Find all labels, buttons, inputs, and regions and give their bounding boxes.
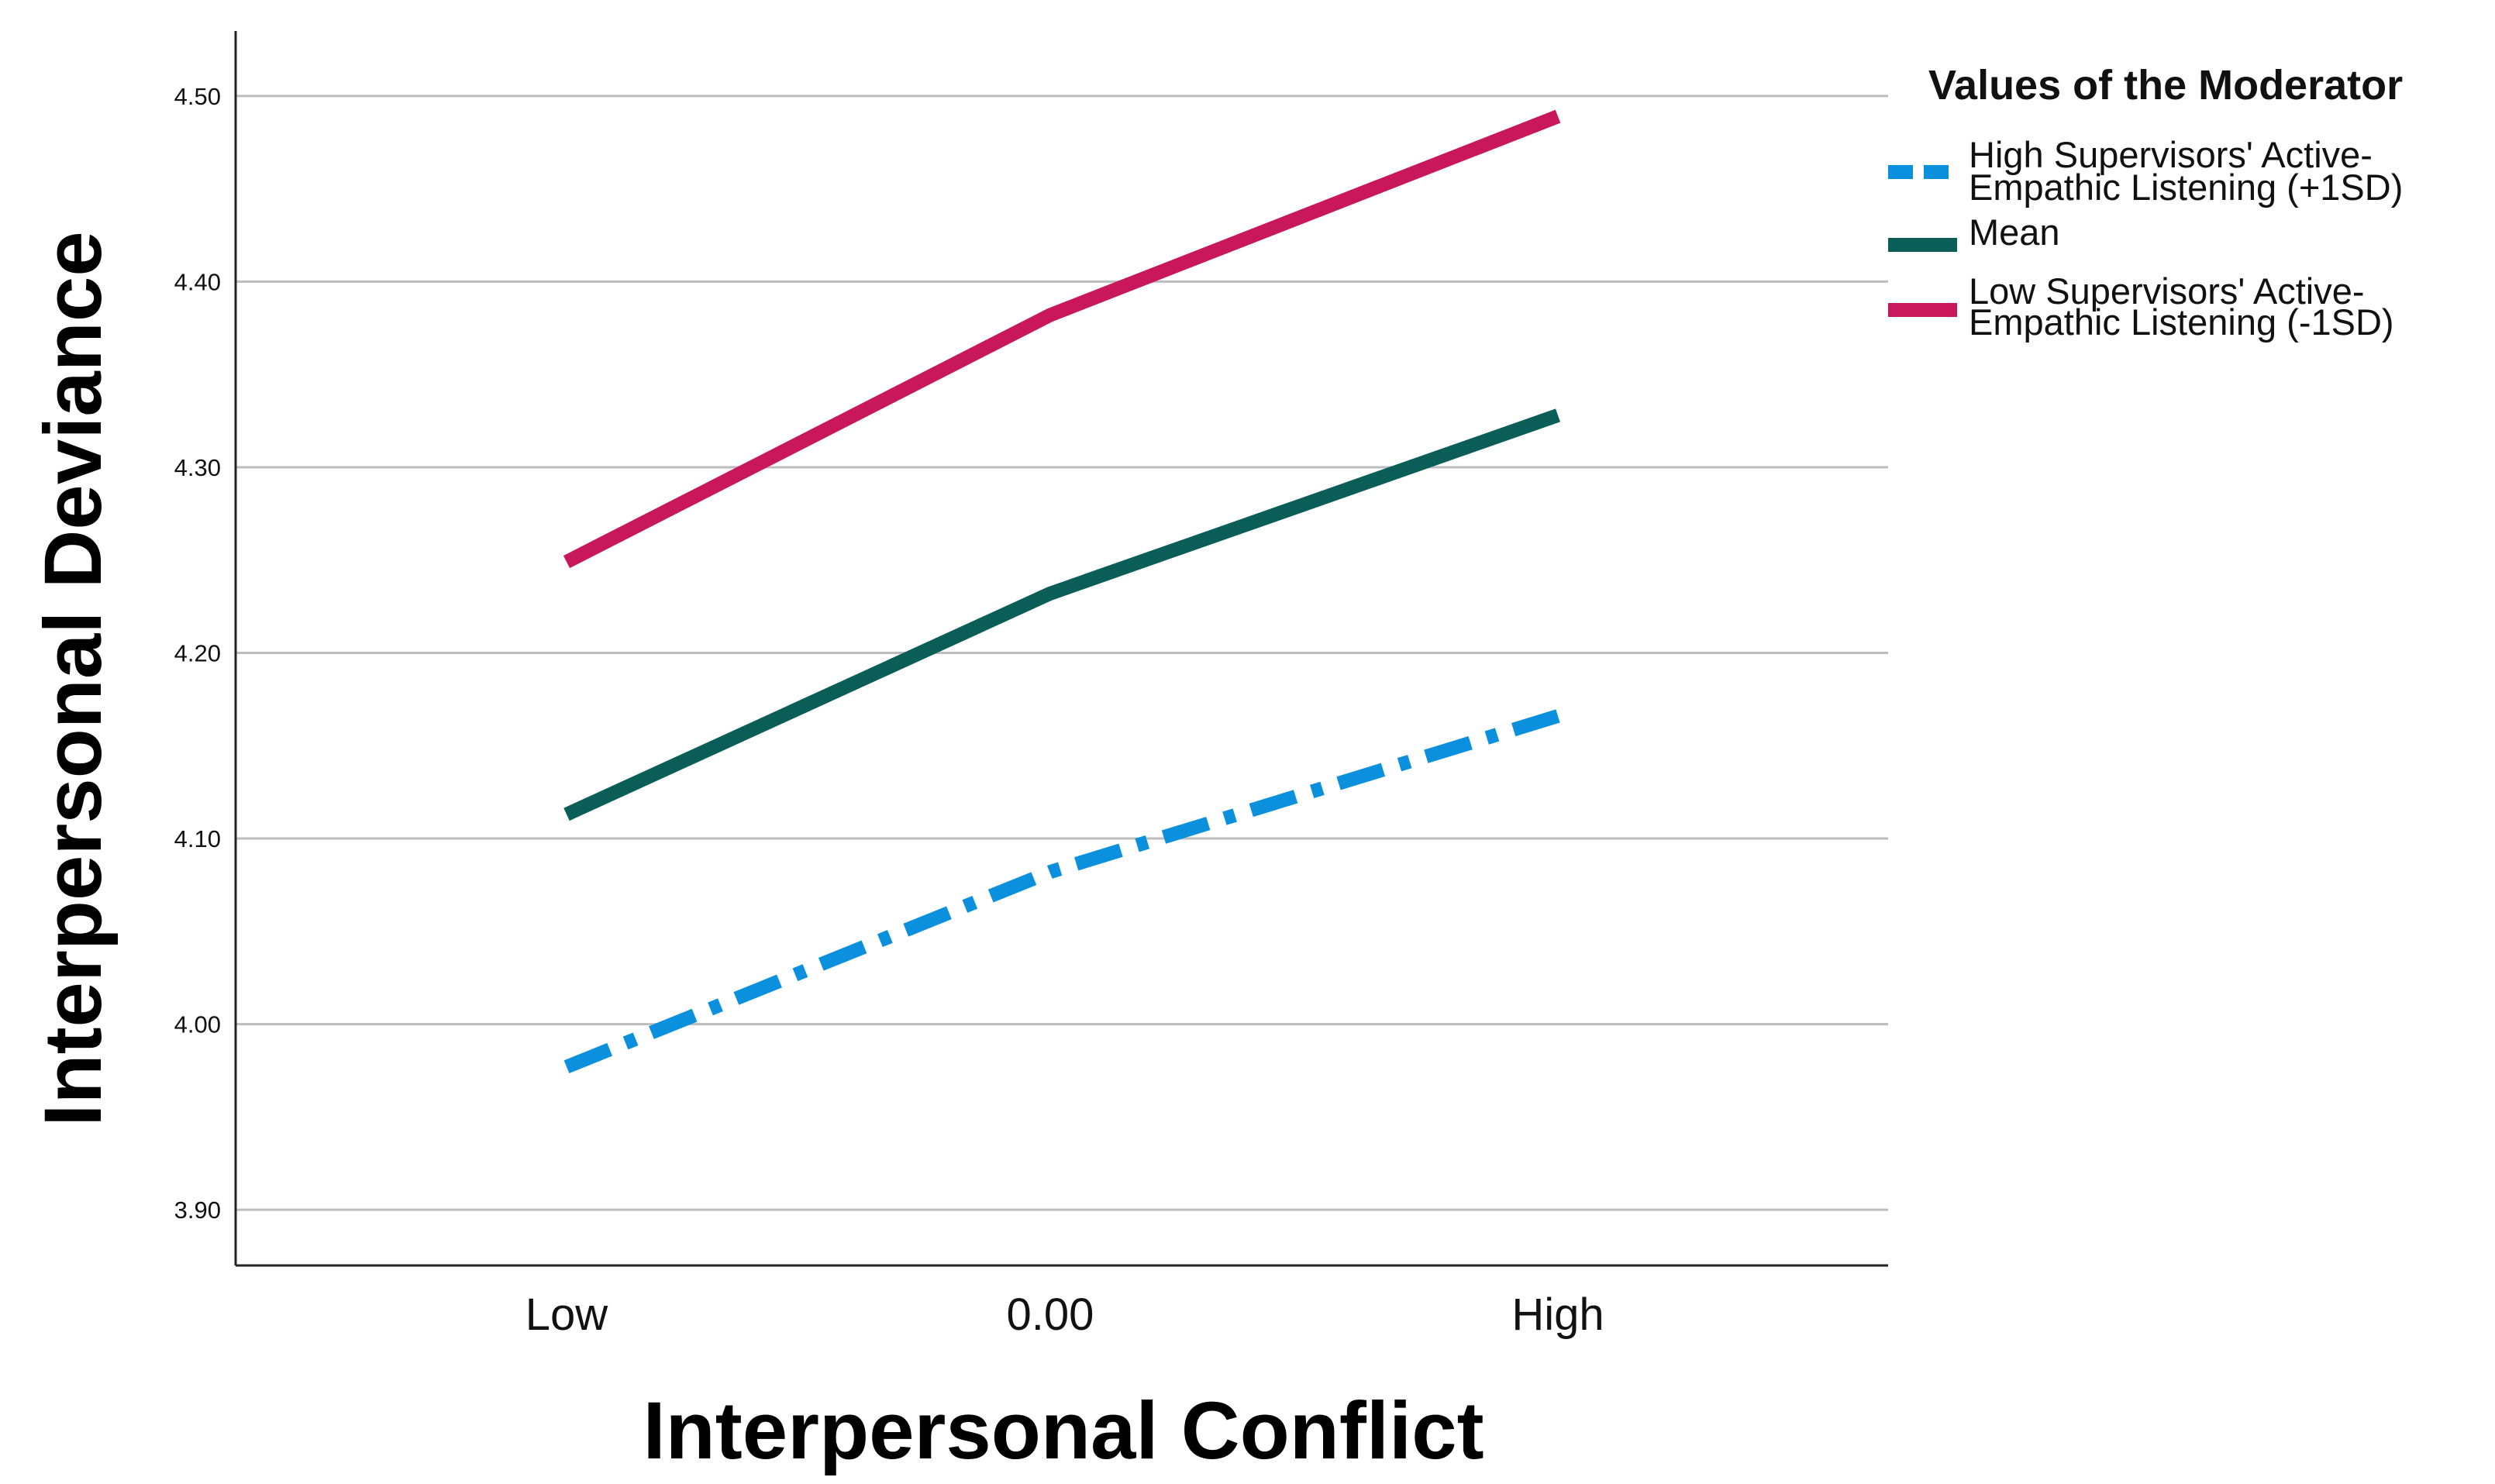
- y-tick-label: 4.10: [174, 825, 221, 852]
- legend-label: High Supervisors' Active-: [1969, 134, 2373, 175]
- x-tick-label: 0.00: [1007, 1289, 1094, 1340]
- series-line: [563, 408, 1560, 821]
- y-tick-label: 4.00: [174, 1011, 221, 1038]
- x-axis-title: Interpersonal Conflict: [643, 1386, 1484, 1476]
- x-tick-label: Low: [526, 1289, 609, 1340]
- legend-label: Empathic Listening (+1SD): [1969, 167, 2403, 208]
- data-point: [566, 561, 567, 563]
- axes: [234, 31, 1888, 1267]
- legend-label: Low Supervisors' Active-: [1969, 270, 2365, 312]
- legend: Values of the Moderator High Supervisors…: [1888, 62, 2403, 343]
- gridlines: [236, 95, 1888, 1211]
- legend-title: Values of the Moderator: [1928, 62, 2403, 108]
- legend-label: Empathic Listening (-1SD): [1969, 301, 2394, 343]
- y-tick-label: 4.50: [174, 83, 221, 110]
- y-tick-label: 4.20: [174, 639, 221, 666]
- y-tick-labels: 3.90 4.00 4.10 4.20 4.30 4.40 4.50: [174, 83, 221, 1224]
- y-axis-title: Interpersonal Deviance: [28, 231, 119, 1126]
- x-tick-label: High: [1511, 1289, 1604, 1340]
- series-line: [563, 109, 1561, 569]
- data-point: [1049, 315, 1051, 316]
- data-point: [566, 814, 567, 815]
- data-point: [1557, 115, 1559, 117]
- series-lines: [563, 109, 1561, 1074]
- x-tick-labels: Low 0.00 High: [526, 1289, 1604, 1340]
- y-tick-label: 4.40: [174, 268, 221, 295]
- data-point: [1557, 715, 1559, 717]
- data-point: [1557, 415, 1559, 416]
- data-point: [1049, 593, 1051, 594]
- data-point: [1049, 871, 1051, 873]
- legend-label: Mean: [1969, 212, 2060, 253]
- data-point: [566, 1066, 567, 1068]
- y-tick-label: 3.90: [174, 1196, 221, 1224]
- series-line: [563, 709, 1560, 1074]
- y-tick-label: 4.30: [174, 454, 221, 481]
